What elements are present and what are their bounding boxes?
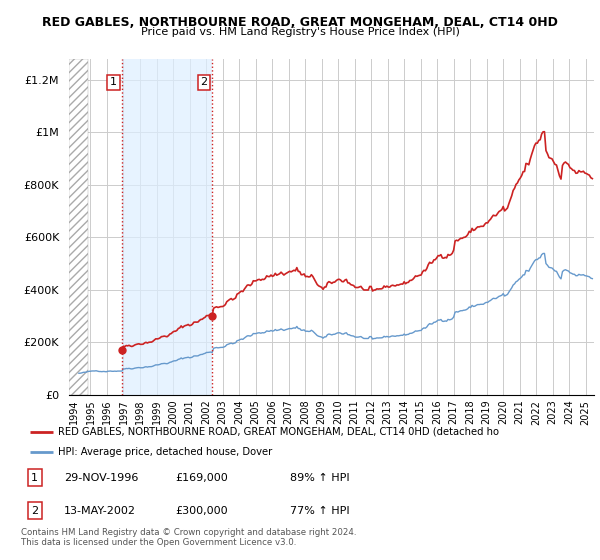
Text: 2: 2 xyxy=(31,506,38,516)
Text: 13-MAY-2002: 13-MAY-2002 xyxy=(64,506,136,516)
Text: HPI: Average price, detached house, Dover: HPI: Average price, detached house, Dove… xyxy=(58,447,272,457)
Text: Price paid vs. HM Land Registry's House Price Index (HPI): Price paid vs. HM Land Registry's House … xyxy=(140,27,460,37)
Text: RED GABLES, NORTHBOURNE ROAD, GREAT MONGEHAM, DEAL, CT14 0HD: RED GABLES, NORTHBOURNE ROAD, GREAT MONG… xyxy=(42,16,558,29)
Text: 1: 1 xyxy=(110,77,117,87)
Text: RED GABLES, NORTHBOURNE ROAD, GREAT MONGEHAM, DEAL, CT14 0HD (detached ho: RED GABLES, NORTHBOURNE ROAD, GREAT MONG… xyxy=(58,427,499,437)
Text: £300,000: £300,000 xyxy=(176,506,229,516)
Bar xyxy=(69,59,88,395)
Text: £169,000: £169,000 xyxy=(176,473,229,483)
Text: 77% ↑ HPI: 77% ↑ HPI xyxy=(290,506,350,516)
Text: 29-NOV-1996: 29-NOV-1996 xyxy=(64,473,139,483)
Bar xyxy=(122,59,212,395)
Text: 89% ↑ HPI: 89% ↑ HPI xyxy=(290,473,350,483)
Text: Contains HM Land Registry data © Crown copyright and database right 2024.
This d: Contains HM Land Registry data © Crown c… xyxy=(21,528,356,547)
Text: 2: 2 xyxy=(200,77,208,87)
Text: 1: 1 xyxy=(31,473,38,483)
